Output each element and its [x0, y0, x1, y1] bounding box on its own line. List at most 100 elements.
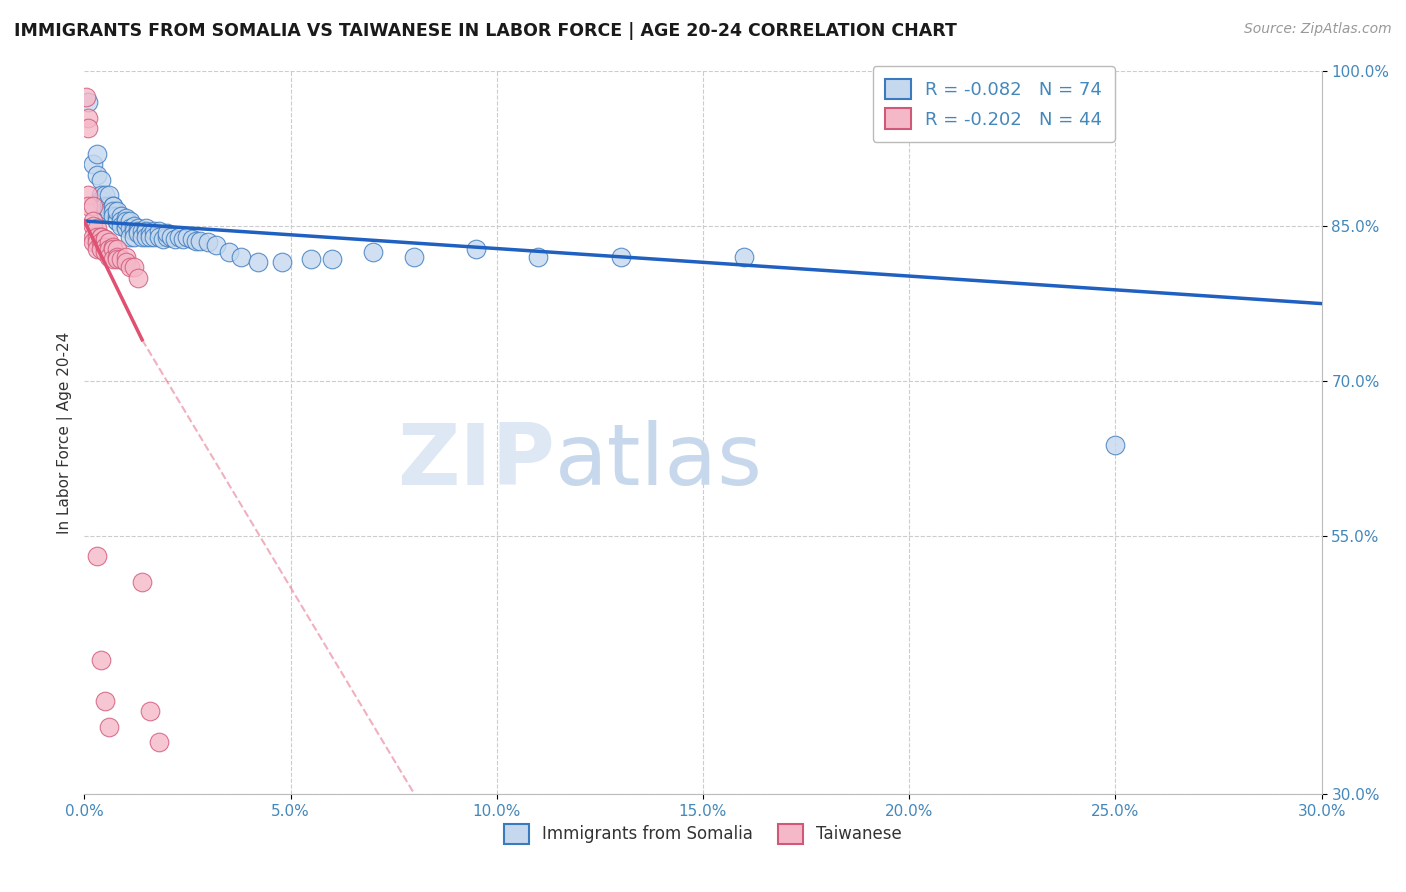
Point [114, 219, 136, 234]
Point [82, 219, 104, 234]
Point [127, 224, 149, 238]
Point [98, 188, 121, 202]
Point [176, 229, 198, 244]
Point [122, 229, 145, 244]
Point [114, 221, 136, 235]
Point [98, 720, 121, 734]
Point [122, 219, 145, 234]
Point [135, 224, 157, 238]
Point [118, 221, 141, 235]
Point [105, 214, 128, 228]
Text: atlas: atlas [554, 420, 762, 503]
Point [90, 172, 112, 186]
Point [90, 188, 112, 202]
Point [98, 235, 121, 249]
Point [131, 575, 153, 590]
Point [94, 240, 117, 254]
Point [127, 270, 149, 285]
Point [86, 235, 108, 249]
Point [82, 229, 104, 244]
Point [90, 653, 112, 667]
Point [105, 214, 128, 228]
Point [103, 242, 125, 256]
Point [148, 735, 170, 749]
Point [271, 255, 294, 269]
Y-axis label: In Labor Force | Age 20-24: In Labor Force | Age 20-24 [58, 332, 73, 533]
Point [156, 227, 179, 241]
Point [246, 255, 269, 269]
Point [143, 224, 166, 238]
Point [114, 255, 136, 269]
Point [135, 221, 157, 235]
Point [82, 157, 104, 171]
Point [82, 235, 104, 249]
Point [77, 188, 100, 202]
Point [103, 198, 125, 212]
Point [205, 237, 228, 252]
Point [321, 252, 343, 267]
Text: ZIP: ZIP [396, 420, 554, 503]
Point [86, 147, 108, 161]
Point [180, 231, 202, 245]
Point [94, 231, 117, 245]
Point [139, 229, 162, 244]
Point [361, 244, 384, 259]
Point [110, 252, 132, 267]
Point [465, 242, 488, 256]
Point [609, 250, 631, 264]
Point [118, 260, 141, 275]
Point [184, 234, 207, 248]
Point [90, 235, 112, 249]
Point [94, 244, 117, 259]
Point [98, 242, 121, 256]
Point [86, 242, 108, 256]
Point [127, 221, 149, 235]
Point [105, 203, 128, 218]
Point [122, 260, 145, 275]
Point [733, 250, 755, 264]
Point [77, 198, 100, 212]
Point [103, 203, 125, 218]
Point [118, 214, 141, 228]
Point [156, 229, 179, 244]
Point [94, 198, 117, 212]
Point [172, 231, 194, 245]
Point [165, 231, 187, 245]
Point [86, 229, 108, 244]
Point [118, 229, 141, 244]
Point [82, 214, 104, 228]
Point [98, 250, 121, 264]
Point [90, 229, 112, 244]
Point [139, 227, 162, 241]
Point [1104, 438, 1126, 452]
Point [86, 168, 108, 182]
Point [114, 214, 136, 228]
Point [90, 194, 112, 208]
Point [105, 209, 128, 223]
Point [86, 221, 108, 235]
Point [167, 229, 190, 244]
Point [114, 211, 136, 225]
Point [110, 209, 132, 223]
Point [135, 229, 157, 244]
Point [197, 235, 219, 249]
Text: Source: ZipAtlas.com: Source: ZipAtlas.com [1244, 22, 1392, 37]
Point [143, 229, 166, 244]
Point [527, 250, 550, 264]
Point [103, 209, 125, 223]
Point [299, 252, 322, 267]
Point [77, 95, 100, 110]
Point [127, 227, 149, 241]
Point [94, 188, 117, 202]
Point [110, 219, 132, 234]
Point [148, 224, 170, 238]
Point [131, 224, 153, 238]
Point [90, 242, 112, 256]
Point [77, 111, 100, 125]
Point [110, 214, 132, 228]
Point [139, 704, 162, 718]
Point [90, 229, 112, 244]
Point [94, 231, 117, 245]
Point [404, 250, 426, 264]
Point [160, 229, 183, 244]
